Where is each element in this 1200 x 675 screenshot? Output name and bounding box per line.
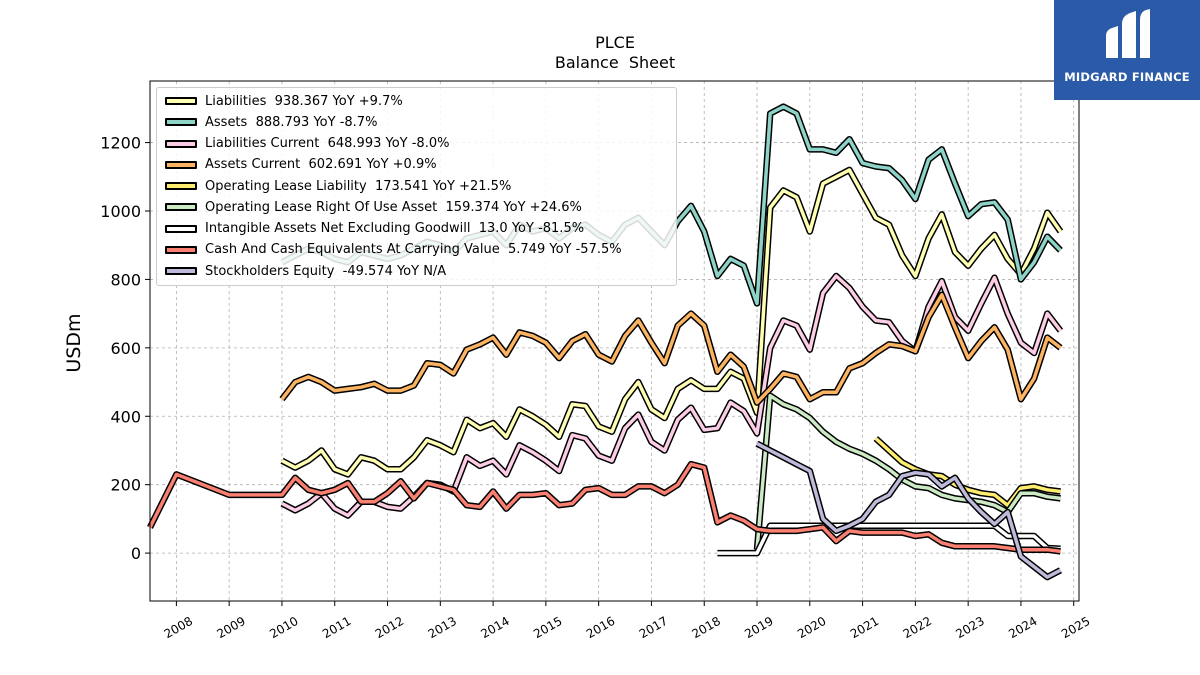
series-8-line bbox=[756, 442, 1062, 579]
y-tick-label: 200 bbox=[110, 476, 141, 495]
x-tick-label: 2019 bbox=[742, 614, 775, 641]
chart-subtitle: Balance Sheet bbox=[555, 53, 675, 72]
legend-swatch bbox=[165, 160, 197, 169]
legend-item: Assets 888.793 YoY -8.7% bbox=[165, 112, 377, 132]
legend-swatch bbox=[165, 267, 197, 275]
x-tick-label: 2016 bbox=[584, 614, 617, 641]
legend-label: Operating Lease Liability 173.541 YoY +2… bbox=[205, 178, 512, 194]
x-tick-label: 2018 bbox=[690, 614, 723, 641]
x-tick-label: 2015 bbox=[531, 614, 564, 641]
x-tick-label: 2010 bbox=[267, 614, 300, 641]
legend-label: Stockholders Equity -49.574 YoY N/A bbox=[205, 263, 447, 279]
series-lines bbox=[147, 103, 1064, 581]
y-tick-label: 400 bbox=[110, 407, 141, 426]
series-7-line bbox=[148, 462, 1061, 554]
x-tick-label: 2014 bbox=[478, 614, 511, 641]
y-axis: 0 200 400 600 800 1000 1200 bbox=[100, 134, 150, 563]
brand-name: MIDGARD FINANCE bbox=[1064, 70, 1190, 84]
legend-swatch bbox=[165, 182, 197, 190]
brand-logo: MIDGARD FINANCE bbox=[1054, 0, 1200, 100]
legend-swatch bbox=[165, 224, 197, 233]
legend-label: Assets Current 602.691 YoY +0.9% bbox=[205, 157, 437, 173]
x-tick-label: 2017 bbox=[637, 614, 670, 641]
legend-swatch bbox=[165, 203, 197, 212]
x-tick-label: 2023 bbox=[953, 614, 986, 641]
y-tick-label: 0 bbox=[131, 544, 141, 563]
x-tick-label: 2025 bbox=[1059, 614, 1092, 641]
legend-swatch bbox=[165, 245, 197, 254]
legend-label: Liabilities 938.367 YoY +9.7% bbox=[205, 93, 403, 109]
plot-frame bbox=[149, 80, 1080, 602]
series-5-line bbox=[755, 393, 1061, 550]
x-tick-label: 2012 bbox=[373, 614, 406, 641]
legend-label: Intangible Assets Net Excluding Goodwill… bbox=[205, 221, 585, 236]
legend-label: Cash And Cash Equivalents At Carrying Va… bbox=[205, 242, 622, 258]
legend-item: Intangible Assets Net Excluding Goodwill… bbox=[165, 219, 584, 239]
x-tick-label: 2024 bbox=[1006, 614, 1039, 641]
legend: Liabilities 938.367 YoY +9.7% Assets 888.… bbox=[156, 87, 677, 286]
legend-swatch bbox=[165, 118, 197, 127]
x-tick-label: 2013 bbox=[426, 614, 459, 641]
x-tick-label: 2008 bbox=[162, 614, 195, 641]
y-tick-label: 1000 bbox=[100, 202, 141, 221]
x-axis: 2008 2009 2010 2011 2012 2013 2014 2015 2016 2017… bbox=[162, 601, 1092, 641]
legend-item: Liabilities Current 648.993 YoY -8.0% bbox=[165, 134, 449, 154]
y-tick-label: 600 bbox=[110, 339, 141, 358]
series-3-line bbox=[280, 293, 1062, 405]
y-tick-label: 1200 bbox=[100, 134, 141, 153]
legend-item: Liabilities 938.367 YoY +9.7% bbox=[165, 91, 403, 111]
legend-swatch bbox=[165, 139, 197, 148]
x-tick-label: 2011 bbox=[320, 614, 353, 641]
legend-swatch bbox=[165, 97, 197, 105]
legend-item: Operating Lease Right Of Use Asset 159.3… bbox=[165, 197, 582, 217]
legend-item: Cash And Cash Equivalents At Carrying Va… bbox=[165, 240, 622, 260]
legend-label: Liabilities Current 648.993 YoY -8.0% bbox=[205, 136, 450, 151]
x-tick-label: 2021 bbox=[848, 614, 881, 641]
logo-mark-icon bbox=[1106, 9, 1150, 58]
y-tick-label: 800 bbox=[110, 270, 141, 289]
series-0-line bbox=[281, 168, 1062, 477]
legend-item: Operating Lease Liability 173.541 YoY +2… bbox=[165, 176, 511, 196]
series-4-line bbox=[874, 437, 1061, 507]
x-tick-label: 2020 bbox=[795, 614, 828, 641]
chart-title: PLCE bbox=[595, 33, 635, 52]
legend-label: Operating Lease Right Of Use Asset 159.3… bbox=[205, 199, 582, 215]
series-6-line bbox=[717, 523, 1061, 555]
y-axis-label: USDm bbox=[63, 313, 85, 372]
legend-item: Stockholders Equity -49.574 YoY N/A bbox=[165, 261, 446, 281]
legend-item: Assets Current 602.691 YoY +0.9% bbox=[165, 155, 437, 175]
x-tick-label: 2022 bbox=[901, 614, 934, 641]
legend-label: Assets 888.793 YoY -8.7% bbox=[205, 114, 378, 130]
x-tick-label: 2009 bbox=[214, 614, 247, 641]
